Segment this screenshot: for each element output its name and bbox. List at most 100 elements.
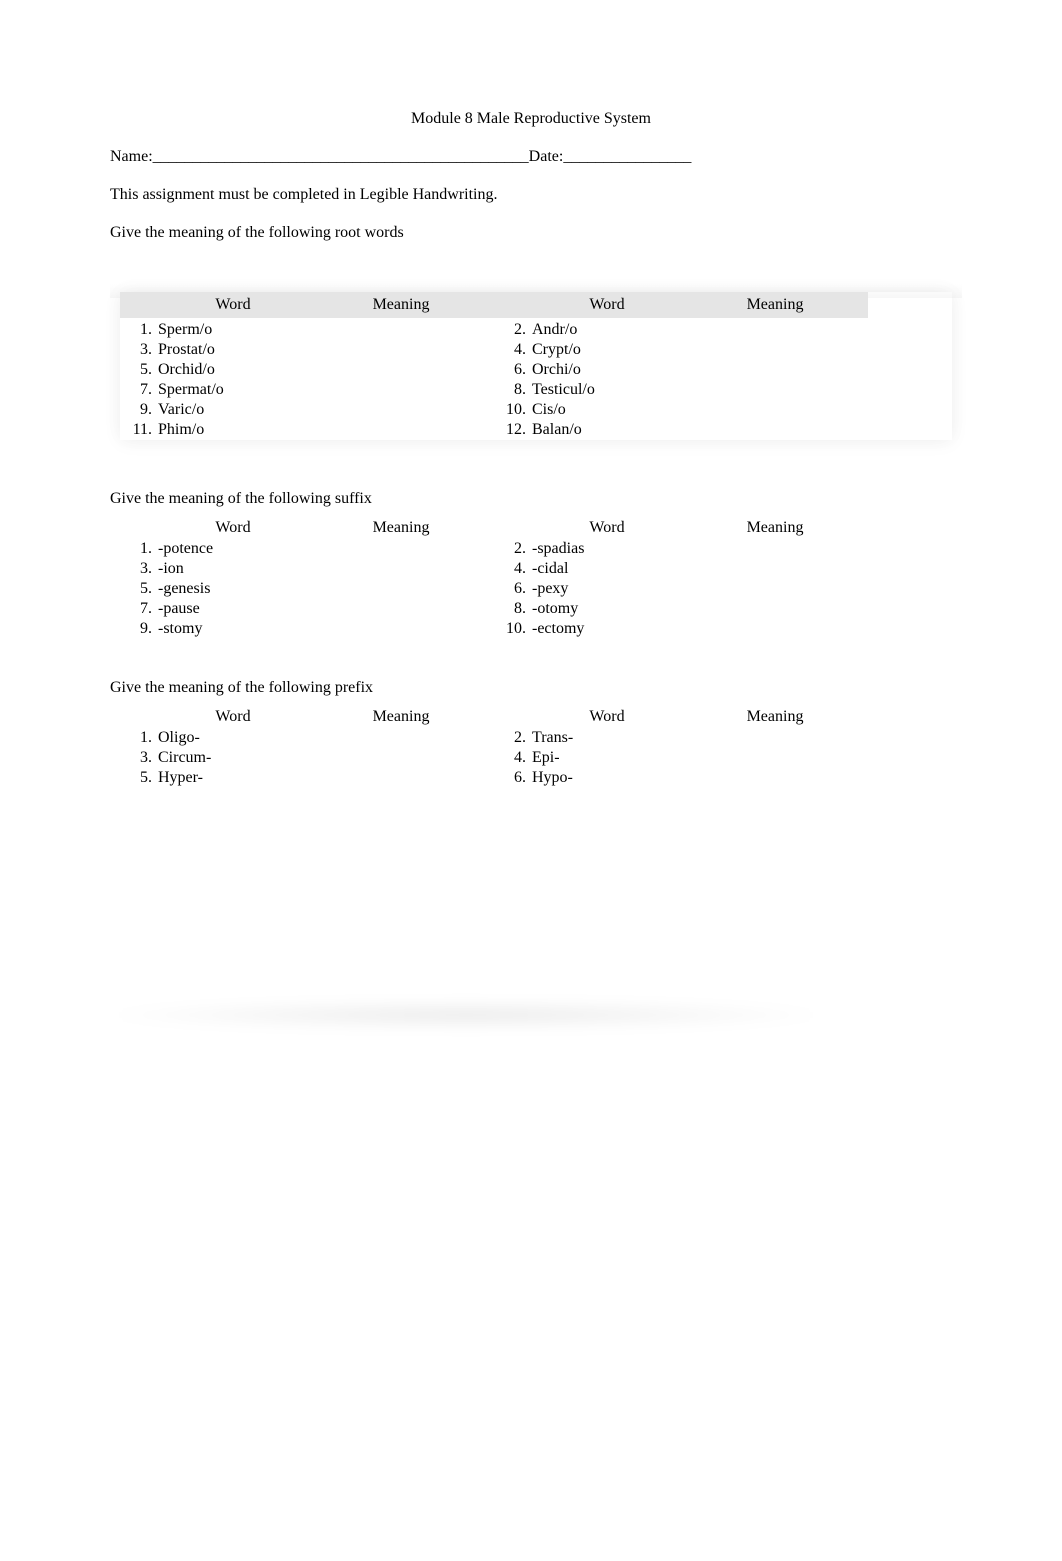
item-number: 1. [120, 728, 158, 748]
meaning-cell[interactable] [682, 619, 868, 639]
meaning-cell[interactable] [308, 619, 494, 639]
meaning-cell[interactable] [682, 319, 868, 340]
meaning-cell[interactable] [682, 539, 868, 559]
item-number: 5. [120, 579, 158, 599]
meaning-cell[interactable] [308, 539, 494, 559]
date-blank-line[interactable]: ________________ [563, 148, 691, 166]
meaning-cell[interactable] [682, 559, 868, 579]
word-cell: -spadias [532, 539, 682, 559]
word-cell: -pause [158, 599, 308, 619]
item-number: 6. [494, 768, 532, 788]
table-row: 3. Circum- 4. Epi- [120, 748, 868, 768]
meaning-cell[interactable] [308, 728, 494, 748]
suffix-heading: Give the meaning of the following suffix [110, 490, 952, 508]
item-number: 6. [494, 579, 532, 599]
meaning-cell[interactable] [308, 360, 494, 380]
column-header: Word [532, 518, 682, 539]
meaning-cell[interactable] [682, 768, 868, 788]
table-row: 11. Phim/o 12. Balan/o [120, 420, 868, 440]
word-cell: Hypo- [532, 768, 682, 788]
meaning-cell[interactable] [308, 559, 494, 579]
word-cell: Spermat/o [158, 380, 308, 400]
table-row: 5. Hyper- 6. Hypo- [120, 768, 868, 788]
meaning-cell[interactable] [682, 420, 868, 440]
column-header: Word [532, 292, 682, 319]
meaning-cell[interactable] [682, 340, 868, 360]
column-header: Meaning [308, 518, 494, 539]
table-row: 3. -ion 4. -cidal [120, 559, 868, 579]
item-number: 8. [494, 599, 532, 619]
meaning-cell[interactable] [682, 599, 868, 619]
word-cell: Balan/o [532, 420, 682, 440]
table-row: 7. Spermat/o 8. Testicul/o [120, 380, 868, 400]
word-cell: Cis/o [532, 400, 682, 420]
word-cell: -stomy [158, 619, 308, 639]
word-cell: Oligo- [158, 728, 308, 748]
item-number: 1. [120, 539, 158, 559]
column-header: Meaning [308, 292, 494, 319]
word-cell: -pexy [532, 579, 682, 599]
word-cell: Prostat/o [158, 340, 308, 360]
item-number: 12. [494, 420, 532, 440]
item-number: 10. [494, 619, 532, 639]
meaning-cell[interactable] [308, 380, 494, 400]
meaning-cell[interactable] [308, 319, 494, 340]
table-row: 3. Prostat/o 4. Crypt/o [120, 340, 868, 360]
item-number: 2. [494, 539, 532, 559]
table-row: 5. -genesis 6. -pexy [120, 579, 868, 599]
table-header-row: Word Meaning Word Meaning [120, 292, 868, 319]
meaning-cell[interactable] [682, 748, 868, 768]
word-cell: Epi- [532, 748, 682, 768]
item-number: 10. [494, 400, 532, 420]
word-cell: Trans- [532, 728, 682, 748]
word-cell: Crypt/o [532, 340, 682, 360]
meaning-cell[interactable] [308, 400, 494, 420]
column-header: Meaning [308, 707, 494, 728]
date-label: Date: [529, 148, 564, 166]
meaning-cell[interactable] [682, 400, 868, 420]
item-number: 3. [120, 559, 158, 579]
item-number: 3. [120, 340, 158, 360]
worksheet-page: Module 8 Male Reproductive System Name: … [0, 0, 1062, 788]
word-cell: -potence [158, 539, 308, 559]
meaning-cell[interactable] [308, 748, 494, 768]
item-number: 4. [494, 340, 532, 360]
column-header: Meaning [682, 292, 868, 319]
column-header: Meaning [682, 518, 868, 539]
table-row: 5. Orchid/o 6. Orchi/o [120, 360, 868, 380]
root-words-table: Word Meaning Word Meaning 1. Sperm/o 2. … [120, 292, 868, 440]
column-header: Word [158, 707, 308, 728]
meaning-cell[interactable] [308, 768, 494, 788]
word-cell: Hyper- [158, 768, 308, 788]
meaning-cell[interactable] [308, 599, 494, 619]
table-row: 7. -pause 8. -otomy [120, 599, 868, 619]
item-number: 8. [494, 380, 532, 400]
word-cell: Circum- [158, 748, 308, 768]
column-header: Word [532, 707, 682, 728]
meaning-cell[interactable] [308, 420, 494, 440]
word-cell: -ion [158, 559, 308, 579]
item-number: 9. [120, 400, 158, 420]
meaning-cell[interactable] [308, 340, 494, 360]
meaning-cell[interactable] [682, 728, 868, 748]
item-number: 3. [120, 748, 158, 768]
meaning-cell[interactable] [308, 579, 494, 599]
table-row: 1. -potence 2. -spadias [120, 539, 868, 559]
word-cell: -cidal [532, 559, 682, 579]
root-words-table-wrapper: Word Meaning Word Meaning 1. Sperm/o 2. … [120, 292, 952, 440]
table-row: 1. Oligo- 2. Trans- [120, 728, 868, 748]
word-cell: -otomy [532, 599, 682, 619]
prefix-heading: Give the meaning of the following prefix [110, 679, 952, 697]
name-blank-line[interactable]: ________________________________________… [153, 148, 529, 166]
table-row: 1. Sperm/o 2. Andr/o [120, 319, 868, 340]
meaning-cell[interactable] [682, 380, 868, 400]
item-number: 5. [120, 360, 158, 380]
table-header-row: Word Meaning Word Meaning [120, 518, 868, 539]
item-number: 11. [120, 420, 158, 440]
word-cell: -genesis [158, 579, 308, 599]
word-cell: Varic/o [158, 400, 308, 420]
item-number: 7. [120, 599, 158, 619]
meaning-cell[interactable] [682, 579, 868, 599]
item-number: 7. [120, 380, 158, 400]
meaning-cell[interactable] [682, 360, 868, 380]
